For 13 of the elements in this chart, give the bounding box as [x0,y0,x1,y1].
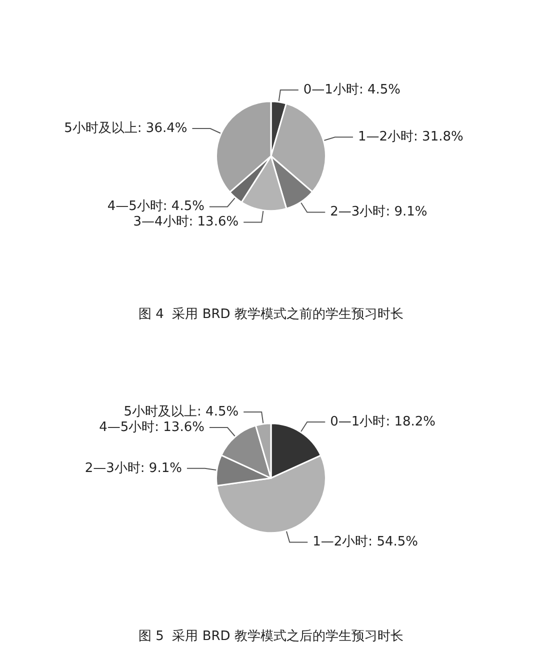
text: 图 4 采用 BRD 教学模式之前的学生预习时长 [138,307,404,322]
slice-label: 3—4小时: 13.6% [133,214,239,230]
text: 图 5 采用 BRD 教学模式之后的学生预习时长 [138,629,404,644]
slice-label: 5小时及以上: 36.4% [64,121,188,136]
slice-label: 4—5小时: 4.5% [107,199,204,214]
slice-label: 1—2小时: 54.5% [312,534,418,550]
slice-label: 1—2小时: 31.8% [358,130,464,145]
slice-label: 2—3小时: 9.1% [330,204,428,220]
slice-label: 0—1小时: 4.5% [303,82,401,98]
slice-label: 2—3小时: 9.1% [84,460,182,476]
slice-label: 0—1小时: 18.2% [330,414,436,430]
slice-label: 4—5小时: 13.6% [99,420,204,436]
slice-label: 5小时及以上: 4.5% [124,404,239,420]
